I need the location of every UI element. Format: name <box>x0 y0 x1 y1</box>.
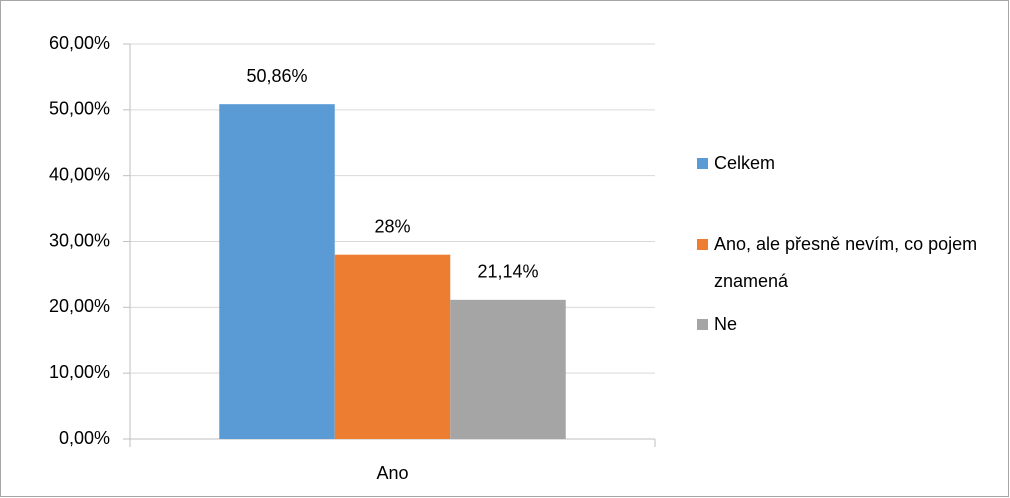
legend-label: Ne <box>714 314 738 334</box>
data-label: 21,14% <box>477 262 538 282</box>
legend-item: Ne <box>697 306 997 343</box>
data-label: 28% <box>374 216 410 236</box>
legend-swatch <box>697 239 708 250</box>
data-label: 50,86% <box>246 66 307 86</box>
y-tick-label: 60,00% <box>49 33 110 53</box>
legend-swatch <box>697 319 708 330</box>
bar <box>219 104 335 440</box>
y-tick-label: 50,00% <box>49 99 110 119</box>
bar <box>334 254 451 439</box>
y-tick-label: 10,00% <box>49 362 110 382</box>
x-tick-label: Ano <box>376 463 408 483</box>
y-tick-label: 30,00% <box>49 230 110 250</box>
y-tick-label: 0,00% <box>59 428 110 448</box>
legend-label: Celkem <box>714 153 776 173</box>
legend-swatch <box>697 158 708 169</box>
y-tick-label: 40,00% <box>49 164 110 184</box>
y-tick-label: 20,00% <box>49 296 110 316</box>
legend-item: Ano, ale přesně nevím, co pojem znamená <box>697 226 997 300</box>
bar <box>450 299 566 439</box>
legend-label: Ano, ale přesně nevím, co pojem znamená <box>714 234 978 291</box>
legend-item: Celkem <box>697 145 997 182</box>
